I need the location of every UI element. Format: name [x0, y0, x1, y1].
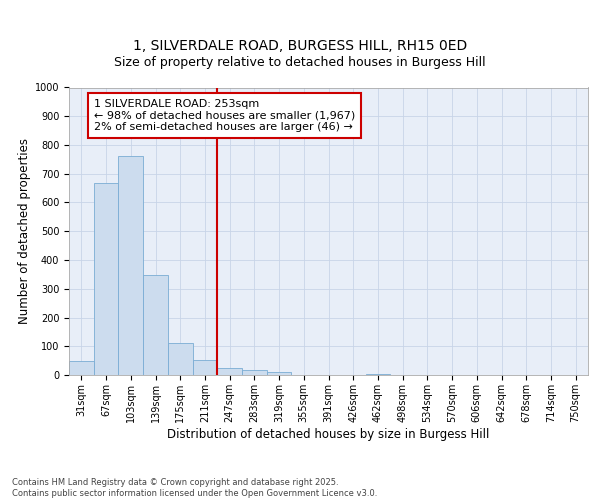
Bar	[94, 183, 118, 375]
Bar	[267, 372, 292, 375]
Y-axis label: Number of detached properties: Number of detached properties	[17, 138, 31, 324]
Bar	[365, 374, 390, 375]
X-axis label: Distribution of detached houses by size in Burgess Hill: Distribution of detached houses by size …	[167, 428, 490, 440]
Bar	[242, 370, 267, 375]
Bar	[118, 156, 143, 375]
Text: Size of property relative to detached houses in Burgess Hill: Size of property relative to detached ho…	[114, 56, 486, 69]
Text: 1, SILVERDALE ROAD, BURGESS HILL, RH15 0ED: 1, SILVERDALE ROAD, BURGESS HILL, RH15 0…	[133, 38, 467, 52]
Bar	[168, 344, 193, 375]
Bar	[217, 368, 242, 375]
Bar	[193, 360, 217, 375]
Text: Contains HM Land Registry data © Crown copyright and database right 2025.
Contai: Contains HM Land Registry data © Crown c…	[12, 478, 377, 498]
Text: 1 SILVERDALE ROAD: 253sqm
← 98% of detached houses are smaller (1,967)
2% of sem: 1 SILVERDALE ROAD: 253sqm ← 98% of detac…	[94, 99, 355, 132]
Bar	[143, 275, 168, 375]
Bar	[69, 360, 94, 375]
